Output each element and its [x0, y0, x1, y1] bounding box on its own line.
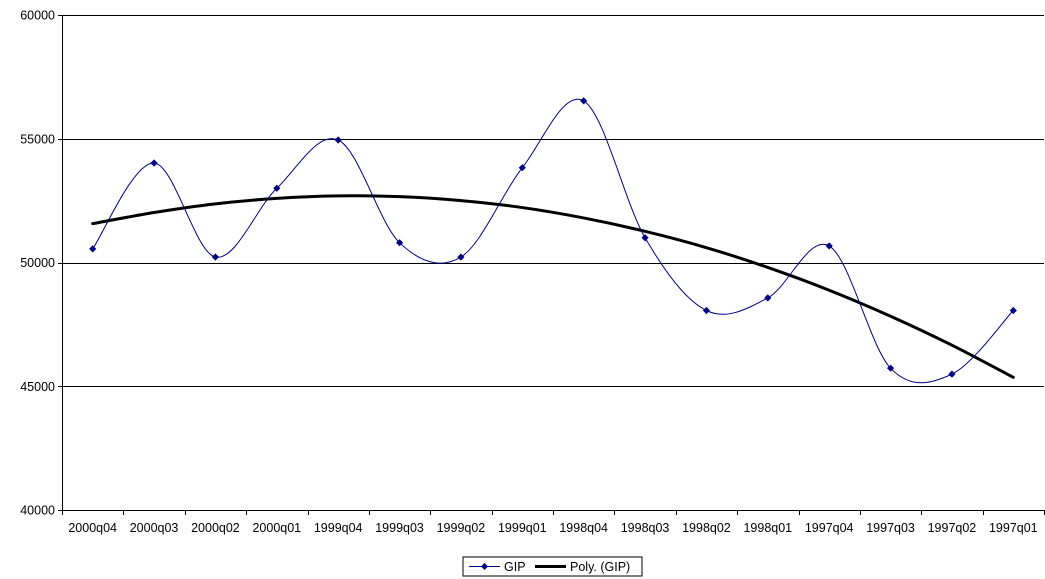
- data-point-gip-2000q02: [211, 253, 220, 261]
- y-tick-label: 60000: [20, 9, 55, 23]
- y-tick-label: 50000: [20, 256, 55, 270]
- data-point-gip-1999q01: [518, 164, 526, 172]
- x-tick-label: 1999q02: [437, 521, 486, 535]
- data-point-gip-2000q01: [273, 184, 281, 192]
- data-point-gip-1998q02: [702, 306, 711, 315]
- data-point-gip-1998q03: [641, 234, 649, 242]
- x-tick-label: 1997q01: [989, 521, 1038, 535]
- data-point-gip-2000q03: [150, 159, 158, 167]
- y-tick-label: 45000: [20, 380, 55, 394]
- x-tick-label: 1997q04: [805, 521, 854, 535]
- legend: GIP Poly. (GIP): [462, 556, 643, 577]
- plot-area-series: [89, 97, 1017, 384]
- data-point-gip-1998q04: [580, 97, 588, 105]
- x-tick-label: 1997q03: [866, 521, 915, 535]
- x-tick-label: 1998q01: [743, 521, 792, 535]
- x-tick-label: 1997q02: [928, 521, 977, 535]
- data-point-gip-1999q03: [395, 239, 404, 247]
- grid-lines: [62, 15, 1044, 387]
- x-tick-label: 1999q03: [375, 521, 424, 535]
- data-point-gip-1997q04: [825, 242, 833, 250]
- x-tick-label: 1998q04: [559, 521, 608, 535]
- x-tick-labels: 2000q04 2000q03 2000q02 2000q01 1999q04 1999q…: [68, 521, 1037, 535]
- data-point-gip-1997q02: [948, 370, 956, 378]
- data-point-gip-1997q01: [1009, 306, 1017, 315]
- x-tick-label: 1999q04: [314, 521, 363, 535]
- axes: [58, 15, 1045, 515]
- x-tick-label: 1998q02: [682, 521, 731, 535]
- series-line-gip: [92, 98, 1014, 384]
- legend-marker-gip: [481, 563, 488, 570]
- legend-label-poly: Poly. (GIP): [570, 560, 630, 574]
- legend-label-gip: GIP: [504, 560, 526, 574]
- x-tick-label: 1998q03: [621, 521, 670, 535]
- x-tick-label: 2000q01: [252, 521, 301, 535]
- data-point-gip-1999q04: [334, 136, 342, 144]
- x-tick-label: 2000q02: [191, 521, 240, 535]
- data-point-gip-2000q04: [89, 245, 97, 253]
- data-point-gip-1998q01: [764, 294, 772, 302]
- data-point-gip-1997q03: [886, 364, 895, 372]
- x-tick-label: 2000q04: [68, 521, 117, 535]
- data-point-gip-1999q02: [457, 253, 465, 261]
- x-tick-label: 1999q01: [498, 521, 547, 535]
- series-line-poly-gip: [91, 194, 1015, 379]
- y-tick-labels: 40000 45000 50000 55000 60000: [20, 9, 55, 518]
- y-tick-label: 40000: [20, 504, 55, 518]
- x-tick-label: 2000q03: [130, 521, 179, 535]
- y-tick-label: 55000: [20, 132, 55, 146]
